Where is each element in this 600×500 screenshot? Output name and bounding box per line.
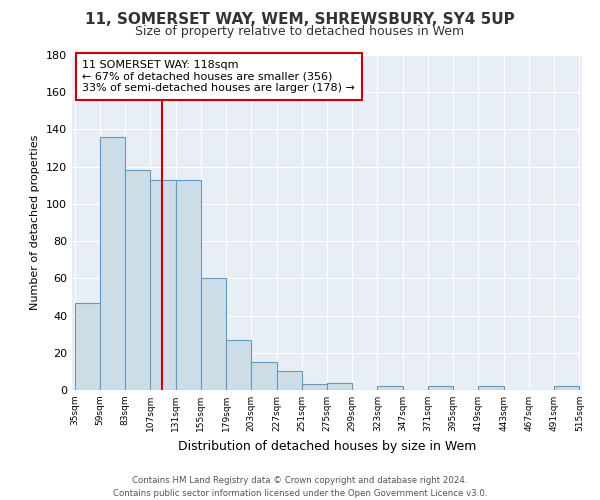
Bar [125, 170, 150, 390]
Text: 11 SOMERSET WAY: 118sqm
← 67% of detached houses are smaller (356)
33% of semi-d: 11 SOMERSET WAY: 118sqm ← 67% of detache… [82, 60, 355, 93]
Bar [277, 372, 302, 390]
Bar [226, 340, 251, 390]
Bar [327, 382, 352, 390]
Bar [176, 180, 201, 390]
Text: Size of property relative to detached houses in Wem: Size of property relative to detached ho… [136, 25, 464, 38]
Bar [428, 386, 453, 390]
Bar [554, 386, 580, 390]
Bar [251, 362, 277, 390]
Bar [100, 137, 125, 390]
Text: 11, SOMERSET WAY, WEM, SHREWSBURY, SY4 5UP: 11, SOMERSET WAY, WEM, SHREWSBURY, SY4 5… [85, 12, 515, 28]
Bar [377, 386, 403, 390]
Bar [150, 180, 176, 390]
X-axis label: Distribution of detached houses by size in Wem: Distribution of detached houses by size … [178, 440, 476, 452]
Bar [74, 302, 100, 390]
Text: Contains HM Land Registry data © Crown copyright and database right 2024.
Contai: Contains HM Land Registry data © Crown c… [113, 476, 487, 498]
Bar [201, 278, 226, 390]
Y-axis label: Number of detached properties: Number of detached properties [31, 135, 40, 310]
Bar [478, 386, 504, 390]
Bar [302, 384, 327, 390]
